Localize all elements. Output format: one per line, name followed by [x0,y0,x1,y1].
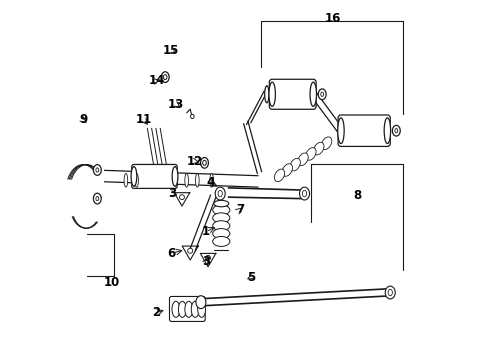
Ellipse shape [135,174,138,187]
Ellipse shape [172,167,178,186]
Ellipse shape [289,158,300,171]
FancyBboxPatch shape [132,165,177,188]
Ellipse shape [212,213,229,223]
Ellipse shape [321,137,331,149]
Ellipse shape [96,197,99,201]
Ellipse shape [305,148,315,160]
Ellipse shape [191,301,199,318]
Ellipse shape [163,75,166,80]
Ellipse shape [274,169,284,182]
Text: 4: 4 [206,176,214,189]
Ellipse shape [212,229,229,239]
Ellipse shape [302,190,306,197]
Text: 3: 3 [202,255,209,268]
Ellipse shape [394,129,397,133]
Text: 16: 16 [324,12,341,25]
Ellipse shape [337,118,344,144]
Ellipse shape [184,301,192,318]
Ellipse shape [200,157,208,168]
Ellipse shape [268,82,275,107]
Text: 2: 2 [152,306,160,319]
Text: 12: 12 [187,155,203,168]
Ellipse shape [197,301,205,318]
Ellipse shape [297,153,307,166]
Text: 5: 5 [246,271,255,284]
Ellipse shape [384,118,390,144]
Ellipse shape [264,86,268,103]
Ellipse shape [213,201,228,207]
Ellipse shape [131,167,137,186]
Ellipse shape [178,301,186,318]
Ellipse shape [205,255,210,260]
Text: 1: 1 [202,225,209,238]
Ellipse shape [299,187,309,200]
Ellipse shape [196,296,205,309]
Ellipse shape [212,205,229,215]
Ellipse shape [387,289,391,296]
Ellipse shape [309,82,316,107]
Ellipse shape [391,125,400,136]
Ellipse shape [124,174,127,187]
Ellipse shape [179,195,184,199]
Ellipse shape [218,190,222,197]
Ellipse shape [187,248,192,253]
Text: 13: 13 [167,98,183,111]
Ellipse shape [161,72,169,82]
Ellipse shape [212,221,229,231]
Ellipse shape [203,160,206,165]
FancyBboxPatch shape [337,115,389,147]
Text: 9: 9 [79,113,87,126]
Text: 15: 15 [163,44,179,57]
Text: 11: 11 [135,113,152,126]
Ellipse shape [313,142,323,155]
Ellipse shape [212,237,229,247]
Ellipse shape [93,193,101,204]
Text: 10: 10 [103,276,120,289]
Text: 14: 14 [148,74,165,87]
Ellipse shape [195,174,199,187]
Ellipse shape [96,168,99,172]
Ellipse shape [215,187,225,200]
Ellipse shape [190,114,194,118]
Ellipse shape [385,286,394,299]
FancyBboxPatch shape [269,79,315,109]
Ellipse shape [184,174,188,187]
Ellipse shape [318,89,325,100]
Text: 7: 7 [236,203,244,216]
Text: 8: 8 [352,189,361,202]
Ellipse shape [320,92,323,96]
Ellipse shape [93,165,101,175]
Ellipse shape [209,174,213,187]
Ellipse shape [172,301,180,318]
Text: 3: 3 [168,187,176,200]
Text: 6: 6 [167,247,175,260]
Ellipse shape [282,164,292,176]
